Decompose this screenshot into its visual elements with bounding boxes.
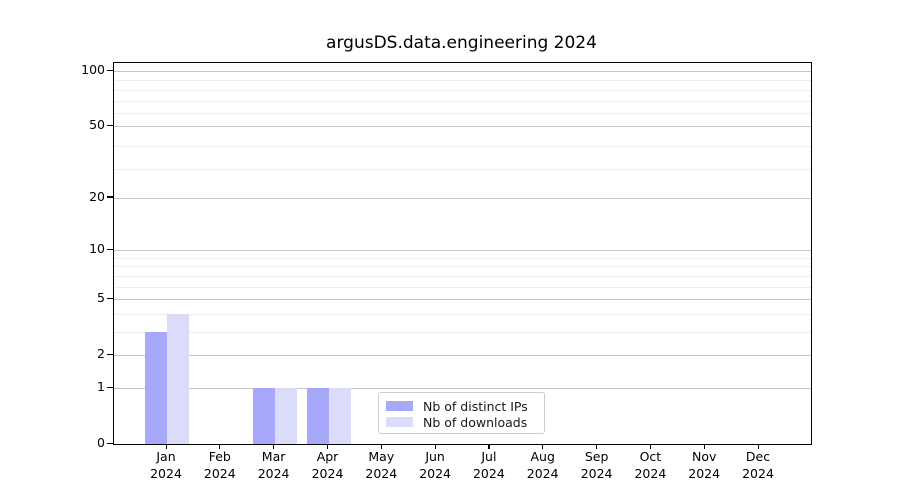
x-tick-mark [703,444,705,449]
x-tick-label: Mar 2024 [257,449,290,481]
y-tick-label: 2 [97,346,105,362]
x-tick-label: Apr 2024 [311,449,344,481]
y-tick-mark [107,196,113,198]
y-tick-mark [107,69,113,71]
legend-item-distinct-ips: Nb of distinct IPs [386,398,544,414]
legend: Nb of distinct IPs Nb of downloads [378,392,545,434]
x-tick-mark [380,444,382,449]
minor-gridline [114,89,811,91]
y-tick-label: 0 [97,435,105,450]
legend-item-downloads: Nb of downloads [386,414,544,430]
bar-downloads-mar [274,388,297,444]
y-tick-label: 50 [89,117,105,133]
x-tick-mark [488,444,490,449]
y-tick-label: 10 [89,241,105,257]
bar-distinct-ips-apr [306,388,329,444]
bar-distinct-ips-mar [252,388,275,444]
legend-label-distinct-ips: Nb of distinct IPs [423,398,528,414]
plot-area [113,62,812,445]
bar-downloads-jan [167,313,189,444]
y-tick-mark [107,353,113,355]
x-tick-mark [327,444,329,449]
minor-gridline [114,266,811,268]
x-tick-mark [434,444,436,449]
minor-gridline [114,275,811,277]
x-tick-mark [542,444,544,449]
minor-gridline [114,286,811,288]
x-tick-label: Dec 2024 [742,449,774,481]
x-tick-mark [219,444,221,449]
y-tick-label: 1 [97,379,105,394]
minor-gridline [114,100,811,102]
x-tick-mark [596,444,598,449]
x-tick-label: Aug 2024 [526,449,559,481]
x-tick-label: Feb 2024 [203,449,236,481]
major-gridline [114,126,811,128]
x-tick-label: Jun 2024 [419,449,451,481]
chart-title: argusDS.data.engineering 2024 [326,33,597,53]
x-tick-label: Sep 2024 [580,449,613,481]
y-tick-mark [107,297,113,299]
legend-swatch-downloads [386,417,413,427]
x-tick-mark [165,444,167,449]
x-tick-mark [273,444,275,449]
x-tick-label: Jan 2024 [150,449,182,481]
minor-gridline [114,80,811,82]
major-gridline [114,388,811,389]
x-tick-label: May 2024 [365,449,398,481]
bar-downloads-apr [328,388,351,444]
y-tick-label: 20 [89,188,105,204]
major-gridline [114,299,811,301]
legend-swatch-distinct-ips [386,401,413,411]
y-tick-mark [107,248,113,250]
minor-gridline [114,169,811,171]
legend-label-downloads: Nb of downloads [423,414,528,430]
y-tick-mark [107,386,113,388]
minor-gridline [114,332,811,333]
minor-gridline [114,113,811,115]
major-gridline [114,71,811,72]
x-tick-label: Nov 2024 [688,449,721,481]
y-tick-label: 100 [81,62,105,77]
major-gridline [114,197,811,199]
x-tick-label: Jul 2024 [472,449,505,481]
y-tick-label: 5 [97,290,105,306]
minor-gridline [114,313,811,315]
x-tick-mark [757,444,759,449]
bar-distinct-ips-jan [145,332,167,444]
major-gridline [114,355,811,357]
x-tick-mark [649,444,652,449]
minor-gridline [114,257,811,259]
y-tick-mark [107,442,113,444]
y-tick-mark [107,124,113,126]
x-tick-label: Oct 2024 [634,449,667,481]
minor-gridline [114,145,811,147]
major-gridline [114,250,811,252]
